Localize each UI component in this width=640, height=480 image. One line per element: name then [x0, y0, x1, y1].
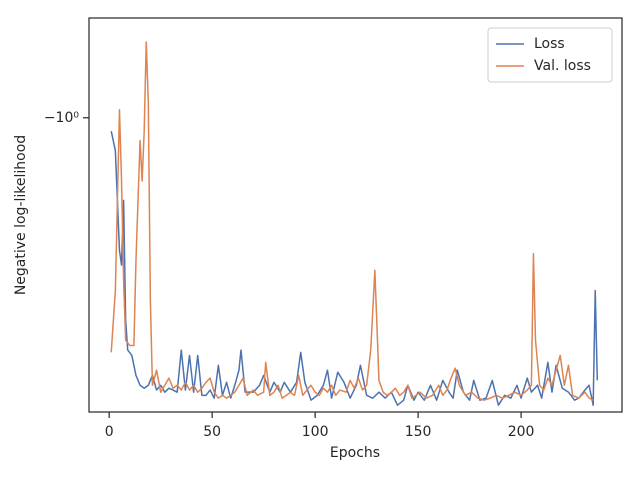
y-axis-label: Negative log-likelihood: [13, 135, 29, 295]
x-tick-label: 200: [508, 424, 535, 440]
y-tick-label: −10⁰: [44, 110, 80, 126]
legend-label: Loss: [534, 36, 565, 52]
legend-box: [487, 27, 613, 83]
x-tick-label: 100: [302, 424, 329, 440]
x-tick-label: 150: [405, 424, 432, 440]
legend-label: Val. loss: [534, 58, 591, 74]
plot-frame: [88, 17, 623, 413]
legend: Loss Val. loss: [487, 27, 613, 83]
series-line: [110, 41, 594, 401]
series-line: [110, 130, 599, 406]
x-axis-label: Epochs: [330, 445, 380, 461]
x-tick-label: 50: [203, 424, 221, 440]
x-tick-label: 0: [105, 424, 114, 440]
